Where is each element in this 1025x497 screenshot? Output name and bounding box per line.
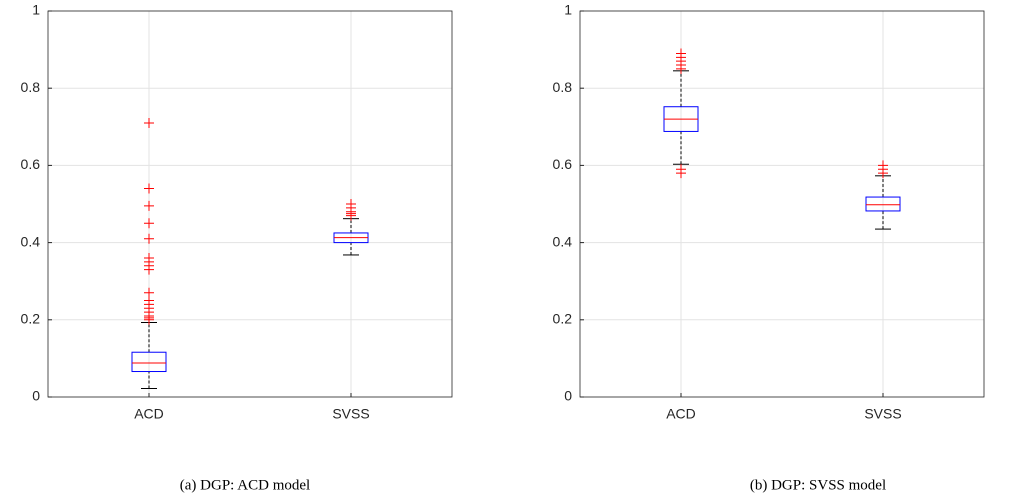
y-tick-label: 0.8 [553,79,573,95]
caption: (a) DGP: ACD model [180,477,310,493]
box [865,196,901,212]
outlier [878,160,888,171]
y-tick-label: 1 [564,2,572,18]
y-tick-label: 0.6 [553,156,573,172]
y-tick-label: 0.2 [553,311,573,327]
x-tick-label: ACD [666,406,696,422]
x-tick-label: SVSS [332,406,369,422]
outlier [144,117,154,128]
y-tick-label: 0.4 [553,233,573,249]
outlier [346,199,356,209]
y-tick-label: 0.8 [21,79,41,95]
outlier [144,264,154,275]
y-tick-label: 1 [32,2,40,18]
y-tick-label: 0 [564,388,572,404]
outlier [144,314,154,325]
y-tick-label: 0.4 [21,233,41,249]
outlier [144,218,154,229]
outlier [676,48,686,59]
outlier [144,200,154,211]
x-tick-label: ACD [134,406,164,422]
caption: (b) DGP: SVSS model [750,477,886,493]
x-tick-label: SVSS [864,406,901,422]
outlier [144,233,154,244]
axes-frame [579,10,985,398]
outlier [144,183,154,194]
outlier [676,168,686,179]
y-tick-label: 0.2 [21,311,41,327]
y-tick-label: 0 [32,388,40,404]
box [131,351,167,373]
axes-frame [47,10,453,398]
y-tick-label: 0.6 [21,156,41,172]
